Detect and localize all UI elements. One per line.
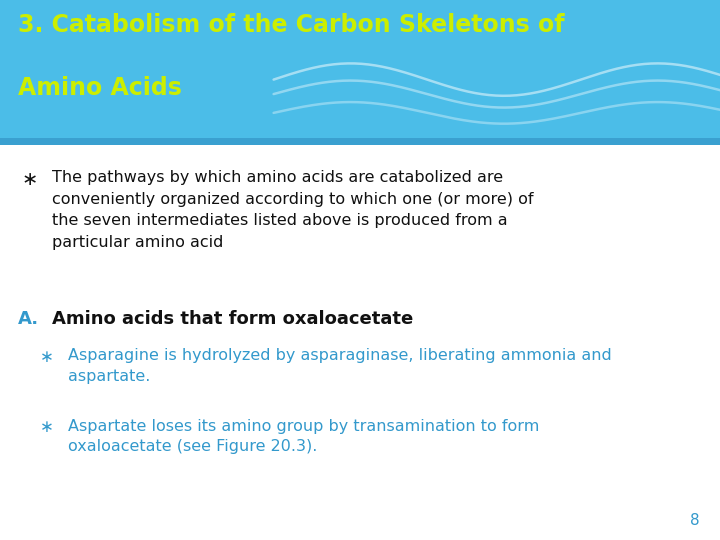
Text: 3. Catabolism of the Carbon Skeletons of: 3. Catabolism of the Carbon Skeletons of <box>18 14 564 37</box>
Text: ∗: ∗ <box>40 348 53 366</box>
Text: The pathways by which amino acids are catabolized are
conveniently organized acc: The pathways by which amino acids are ca… <box>52 170 534 250</box>
Bar <box>0 0 720 145</box>
Text: Amino acids that form oxaloacetate: Amino acids that form oxaloacetate <box>52 310 413 328</box>
Text: Aspartate loses its amino group by transamination to form
oxaloacetate (see Figu: Aspartate loses its amino group by trans… <box>68 418 540 455</box>
Text: ∗: ∗ <box>40 418 53 436</box>
Text: Asparagine is hydrolyzed by asparaginase, liberating ammonia and
aspartate.: Asparagine is hydrolyzed by asparaginase… <box>68 348 612 384</box>
Bar <box>0 138 720 145</box>
Text: Amino Acids: Amino Acids <box>18 76 182 99</box>
Text: A.: A. <box>18 310 39 328</box>
Text: ∗: ∗ <box>22 170 38 189</box>
Text: 8: 8 <box>690 513 700 528</box>
